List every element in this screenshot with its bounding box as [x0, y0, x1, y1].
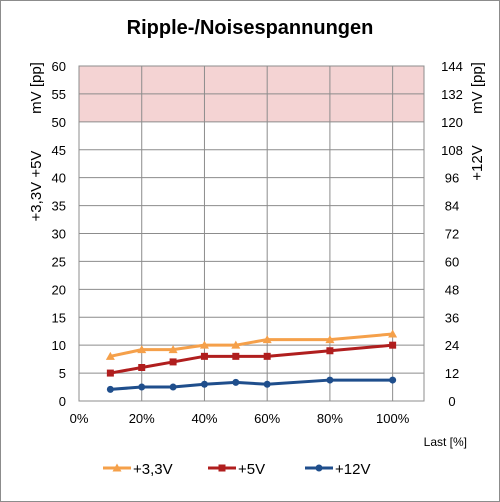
x-axis-label: Last [%] — [424, 435, 467, 449]
y-right-tick-label: 0 — [448, 394, 455, 409]
data-point — [232, 378, 240, 386]
y-left-tick-label: 20 — [52, 282, 66, 297]
y-right-tick-label: 96 — [445, 171, 459, 186]
legend-marker — [112, 463, 122, 472]
x-tick-label: 80% — [317, 411, 343, 426]
x-axis: 0% 20% 40% 60% 80% 100% — [70, 411, 410, 426]
data-point — [169, 383, 177, 391]
y-right-tick-label: 132 — [441, 87, 463, 102]
grid — [78, 65, 424, 402]
data-point — [388, 329, 398, 338]
legend-label: +3,3V — [133, 461, 173, 478]
series-layer — [105, 329, 398, 393]
legend-marker — [218, 464, 226, 472]
y-left-tick-label: 35 — [52, 199, 66, 214]
x-tick-label: 60% — [254, 411, 280, 426]
y-right-unit-label: mV [pp] — [469, 62, 486, 114]
data-point — [232, 352, 240, 360]
y-right-axis-label: +12V — [469, 145, 486, 180]
data-point — [326, 376, 334, 384]
y-left-tick-label: 40 — [52, 171, 66, 186]
y-left-tick-label: 0 — [59, 394, 66, 409]
y-right-tick-label: 108 — [441, 143, 463, 158]
data-point — [263, 352, 271, 360]
y-right-tick-label: 48 — [445, 282, 459, 297]
y-left-tick-label: 45 — [52, 143, 66, 158]
y-left-tick-label: 55 — [52, 87, 66, 102]
series-line — [110, 332, 393, 358]
data-point — [138, 364, 146, 371]
data-point — [263, 380, 271, 388]
y-axis-right: 0 12 24 36 48 60 72 84 96 108 120 132 144 — [441, 59, 463, 409]
y-left-tick-label: 5 — [59, 366, 66, 381]
x-tick-label: 40% — [191, 411, 217, 426]
y-right-tick-label: 144 — [441, 59, 463, 74]
y-left-tick-label: 50 — [52, 115, 66, 130]
data-point — [138, 383, 146, 391]
y-right-tick-label: 60 — [445, 254, 459, 269]
y-right-tick-label: 72 — [445, 227, 459, 242]
y-left-tick-label: 25 — [52, 254, 66, 269]
x-tick-label: 20% — [129, 411, 155, 426]
data-point — [325, 335, 335, 344]
data-point — [262, 335, 272, 344]
data-point — [106, 385, 114, 393]
data-point — [105, 351, 115, 360]
legend-label: +5V — [238, 461, 265, 478]
legend-label: +12V — [335, 461, 370, 478]
y-left-unit-label: mV [pp] — [28, 62, 45, 114]
y-left-tick-label: 10 — [52, 338, 66, 353]
y-left-tick-label: 60 — [52, 59, 66, 74]
data-point — [169, 358, 177, 366]
y-left-tick-label: 30 — [52, 227, 66, 242]
x-tick-label: 100% — [376, 411, 410, 426]
y-right-tick-label: 84 — [445, 199, 459, 214]
y-left-tick-label: 15 — [52, 310, 66, 325]
data-point — [106, 369, 114, 377]
y-right-tick-label: 12 — [445, 366, 459, 381]
legend: +3,3V +5V +12V — [103, 461, 370, 478]
series-line — [110, 343, 393, 375]
series-line — [110, 378, 393, 391]
data-point — [137, 345, 147, 354]
data-point — [231, 340, 241, 349]
data-point — [200, 352, 208, 360]
data-point — [168, 345, 178, 354]
y-right-tick-label: 36 — [445, 310, 459, 325]
chart-title: Ripple-/Noisespannungen — [127, 17, 374, 39]
legend-marker — [315, 464, 323, 472]
y-right-tick-label: 120 — [441, 115, 463, 130]
y-axis-left: 0 5 10 15 20 25 30 35 40 45 50 55 60 — [52, 59, 66, 409]
data-point — [199, 340, 209, 349]
data-point — [326, 347, 334, 355]
x-tick-label: 0% — [70, 411, 89, 426]
plot-border — [78, 65, 425, 402]
y-right-tick-label: 24 — [445, 338, 459, 353]
data-point — [389, 376, 397, 384]
data-point — [389, 341, 397, 349]
y-left-axis-label: +3,3V +5V — [28, 151, 45, 222]
data-point — [200, 380, 208, 388]
